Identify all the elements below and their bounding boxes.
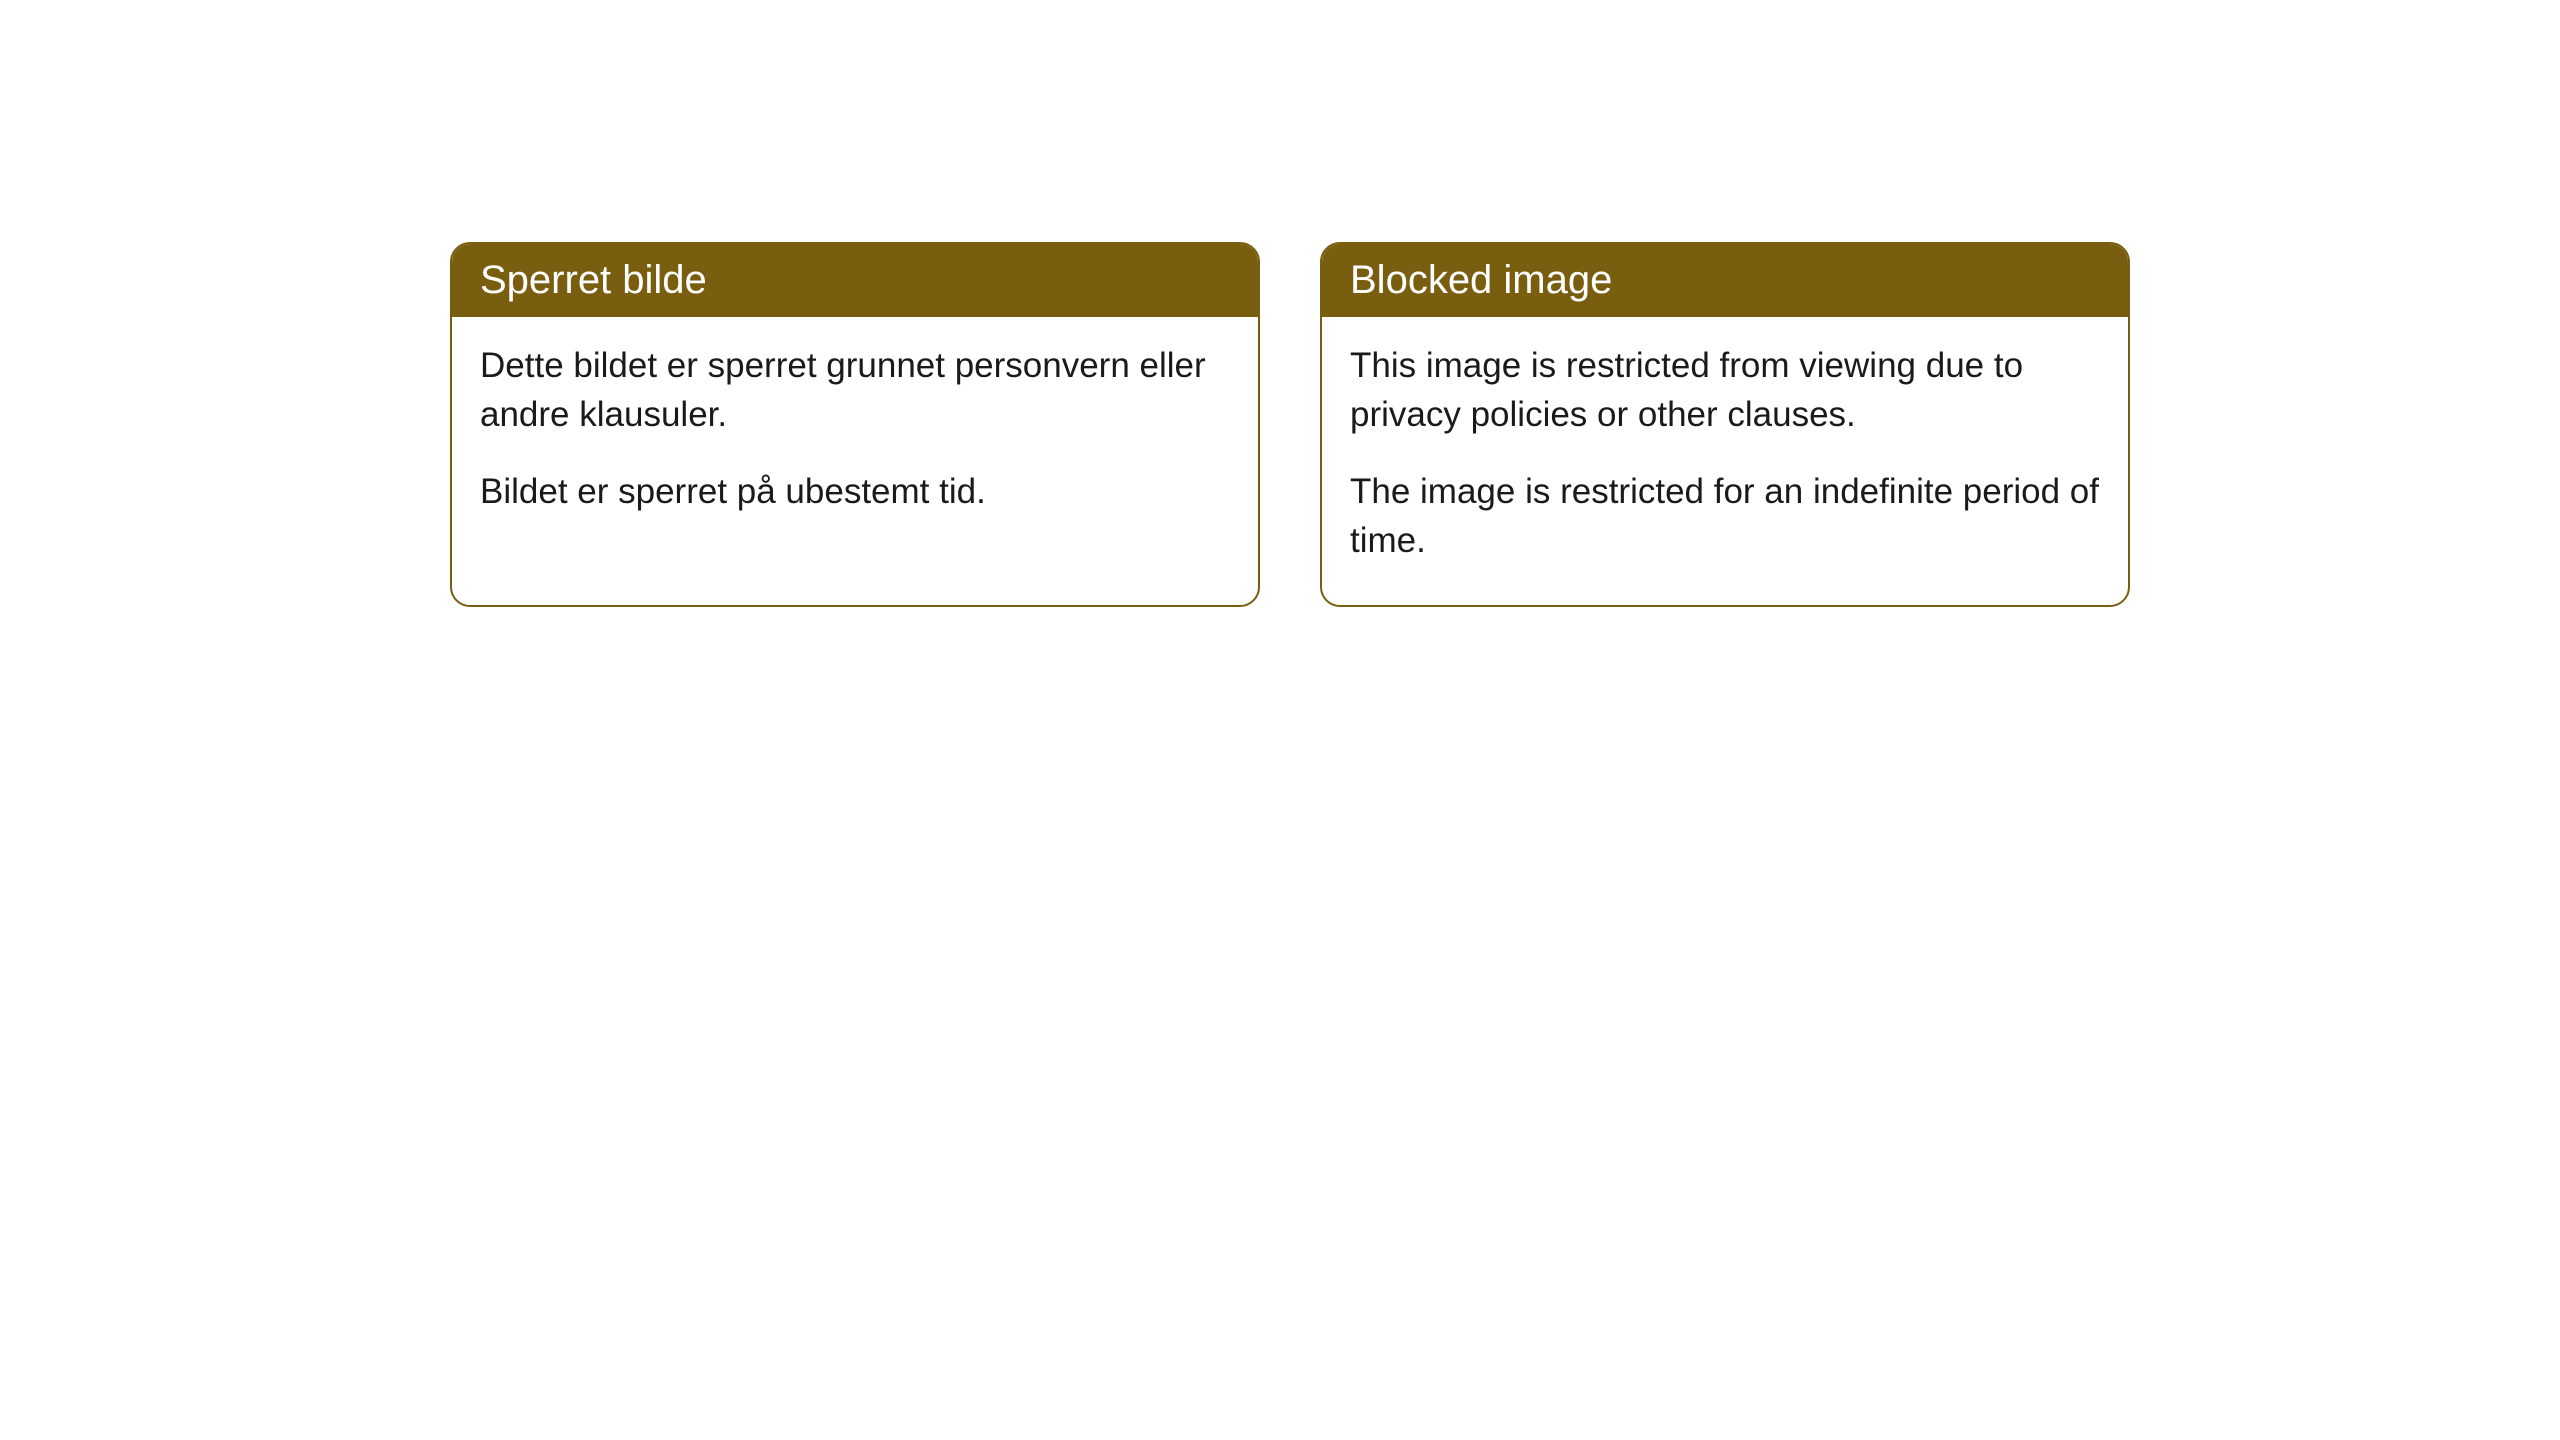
card-paragraph: Bildet er sperret på ubestemt tid. bbox=[480, 467, 1230, 516]
notice-card-norwegian: Sperret bilde Dette bildet er sperret gr… bbox=[450, 242, 1260, 607]
card-title: Blocked image bbox=[1350, 258, 1612, 302]
card-title: Sperret bilde bbox=[480, 258, 707, 302]
card-paragraph: Dette bildet er sperret grunnet personve… bbox=[480, 341, 1230, 439]
notice-cards-container: Sperret bilde Dette bildet er sperret gr… bbox=[450, 242, 2130, 607]
card-header-norwegian: Sperret bilde bbox=[452, 244, 1258, 317]
card-paragraph: The image is restricted for an indefinit… bbox=[1350, 467, 2100, 565]
card-body-norwegian: Dette bildet er sperret grunnet personve… bbox=[452, 317, 1258, 556]
card-body-english: This image is restricted from viewing du… bbox=[1322, 317, 2128, 605]
notice-card-english: Blocked image This image is restricted f… bbox=[1320, 242, 2130, 607]
card-paragraph: This image is restricted from viewing du… bbox=[1350, 341, 2100, 439]
card-header-english: Blocked image bbox=[1322, 244, 2128, 317]
